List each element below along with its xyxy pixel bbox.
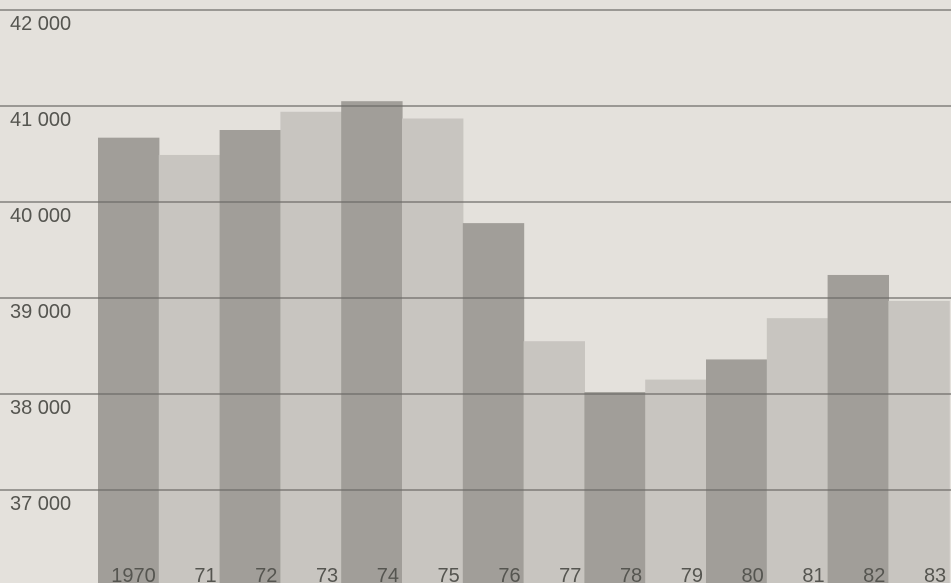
- x-tick-label: 1970: [111, 565, 156, 583]
- x-tick-label: 79: [681, 565, 703, 583]
- x-tick-label: 83: [924, 565, 946, 583]
- x-tick-label: 73: [316, 565, 338, 583]
- bar-82: [827, 274, 889, 583]
- x-tick-label: 71: [194, 565, 216, 583]
- y-axis-labels: 37 000 38 000 39 000 40 000 41 000 42 000: [10, 13, 71, 515]
- bar-80: [706, 359, 768, 583]
- bar-83: [888, 300, 950, 583]
- y-tick-label: 40 000: [10, 205, 71, 227]
- x-tick-label: 77: [559, 565, 581, 583]
- bar-75: [402, 118, 464, 583]
- bar-79: [645, 379, 707, 583]
- bars-group: [98, 101, 950, 583]
- x-tick-label: 72: [255, 565, 277, 583]
- y-tick-label: 38 000: [10, 397, 71, 419]
- y-tick-label: 41 000: [10, 109, 71, 131]
- bar-77: [523, 341, 585, 583]
- x-tick-label: 81: [802, 565, 824, 583]
- bar-71: [158, 154, 221, 583]
- bar-74: [341, 101, 403, 583]
- x-tick-label: 82: [863, 565, 885, 583]
- x-tick-label: 80: [742, 565, 764, 583]
- y-tick-label: 37 000: [10, 493, 71, 515]
- y-tick-label: 39 000: [10, 301, 71, 323]
- gridlines-group: [0, 9, 951, 491]
- bar-78: [584, 392, 646, 583]
- x-tick-label: 75: [438, 565, 460, 583]
- bar-81: [766, 318, 829, 583]
- bar-76: [462, 223, 525, 583]
- y-tick-label: 42 000: [10, 13, 71, 35]
- bar-72: [219, 130, 281, 583]
- bar-73: [280, 111, 342, 583]
- x-axis-labels: 1970 71 72 73 74 75 76 77 78 79 80 81 82 83: [111, 565, 946, 583]
- x-tick-label: 74: [377, 565, 399, 583]
- bar-1970: [98, 137, 160, 583]
- x-tick-label: 78: [620, 565, 642, 583]
- x-tick-label: 76: [498, 565, 520, 583]
